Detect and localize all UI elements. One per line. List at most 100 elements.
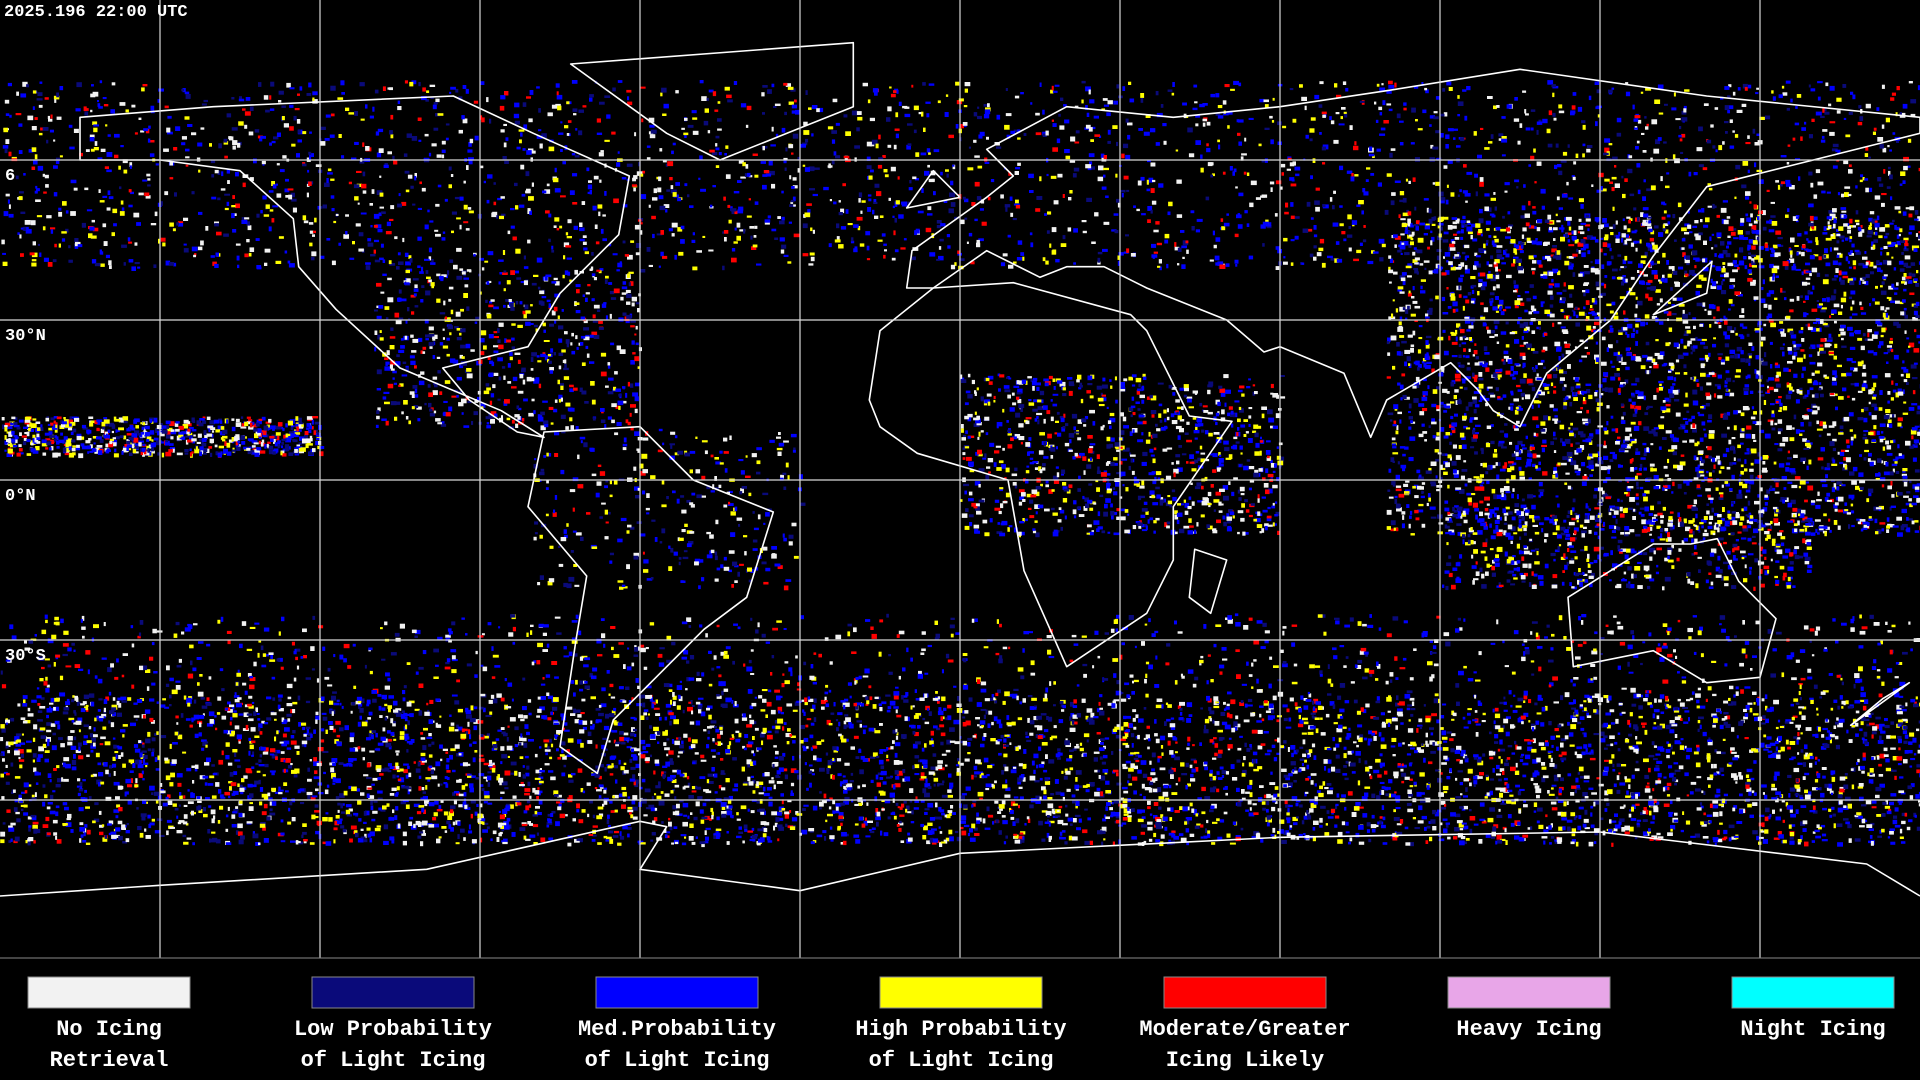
icing-pixel [1604, 747, 1608, 750]
icing-pixel [1785, 739, 1789, 745]
icing-pixel [1456, 701, 1460, 706]
icing-pixel [1696, 744, 1700, 748]
icing-pixel [715, 742, 718, 745]
icing-pixel [703, 789, 709, 792]
icing-pixel [862, 758, 869, 762]
icing-pixel [1608, 759, 1613, 764]
icing-pixel [1252, 759, 1256, 764]
icing-pixel [868, 727, 875, 732]
icing-pixel [855, 704, 859, 710]
icing-pixel [418, 775, 422, 779]
icing-pixel [497, 729, 502, 732]
icing-pixel [1168, 839, 1171, 842]
icing-pixel [125, 778, 132, 784]
icing-pixel [634, 733, 637, 737]
icing-pixel [356, 788, 360, 792]
icing-pixel [1653, 722, 1657, 725]
icing-pixel [1165, 702, 1169, 705]
icing-pixel [476, 803, 479, 807]
icing-pixel [1655, 780, 1662, 784]
icing-pixel [1821, 767, 1827, 770]
icing-pixel [1547, 790, 1550, 794]
icing-pixel [1901, 718, 1908, 722]
icing-pixel [1156, 819, 1162, 824]
icing-pixel [1782, 839, 1787, 844]
icing-pixel [1875, 794, 1880, 799]
icing-pixel [1723, 721, 1728, 726]
icing-pixel [1160, 814, 1164, 819]
icing-pixel [1216, 788, 1220, 793]
icing-pixel [1656, 715, 1660, 720]
icing-pixel [844, 796, 850, 802]
icing-pixel [1394, 791, 1397, 794]
icing-pixel [1890, 735, 1896, 739]
icing-pixel [1137, 818, 1144, 823]
icing-pixel [1174, 737, 1178, 741]
icing-pixel [1010, 769, 1017, 774]
icing-pixel [1071, 794, 1076, 798]
icing-pixel [922, 788, 927, 794]
icing-pixel [492, 830, 497, 835]
icing-pixel [1011, 693, 1018, 699]
icing-pixel [1223, 701, 1226, 705]
icing-pixel [1061, 830, 1066, 833]
icing-pixel [886, 709, 891, 713]
icing-pixel [1527, 746, 1533, 752]
icing-pixel [135, 718, 138, 721]
icing-pixel [874, 796, 878, 802]
icing-pixel [1599, 731, 1605, 736]
icing-pixel [1285, 726, 1292, 729]
icing-pixel [62, 802, 68, 806]
icing-pixel [1309, 798, 1315, 803]
icing-pixel [1351, 771, 1356, 774]
icing-pixel [810, 841, 815, 845]
icing-pixel [1497, 839, 1503, 844]
icing-pixel [895, 742, 901, 747]
icing-pixel [449, 714, 452, 717]
icing-pixel [1603, 735, 1608, 739]
icing-pixel [1754, 717, 1760, 722]
icing-pixel [1308, 693, 1312, 698]
icing-pixel [1252, 751, 1258, 756]
icing-pixel [1154, 719, 1157, 724]
icing-pixel [1609, 735, 1615, 739]
icing-pixel [1721, 774, 1725, 777]
icing-pixel [199, 775, 206, 780]
icing-pixel [154, 757, 158, 762]
icing-pixel [1015, 818, 1020, 824]
icing-pixel [1793, 698, 1799, 702]
icing-pixel [1712, 837, 1719, 840]
icing-pixel [1186, 718, 1192, 723]
icing-pixel [1132, 776, 1138, 781]
icing-pixel [1309, 808, 1314, 813]
icing-pixel [959, 826, 964, 830]
icing-pixel [560, 798, 565, 803]
icing-pixel [1829, 814, 1833, 818]
icing-pixel [1433, 741, 1439, 746]
icing-pixel [348, 785, 352, 790]
icing-pixel [379, 773, 384, 776]
icing-pixel [719, 726, 723, 730]
icing-pixel [1167, 740, 1171, 746]
icing-pixel [811, 773, 815, 776]
icing-pixel [551, 811, 556, 814]
icing-pixel [1798, 762, 1803, 765]
icing-pixel [1121, 822, 1127, 825]
icing-pixel [275, 791, 281, 794]
icing-pixel [1571, 785, 1577, 789]
icing-pixel [300, 722, 307, 726]
icing-pixel [108, 720, 111, 724]
icing-pixel [990, 763, 995, 766]
icing-pixel [1718, 803, 1724, 806]
icing-pixel [186, 697, 192, 701]
icing-pixel [700, 759, 707, 762]
icing-pixel [1877, 740, 1884, 744]
icing-pixel [53, 768, 57, 771]
icing-pixel [750, 810, 755, 814]
icing-pixel [1115, 819, 1120, 824]
icing-pixel [1337, 695, 1342, 700]
icing-pixel [403, 763, 409, 766]
icing-pixel [1157, 758, 1160, 763]
icing-pixel [650, 807, 656, 812]
icing-pixel [1762, 839, 1768, 844]
